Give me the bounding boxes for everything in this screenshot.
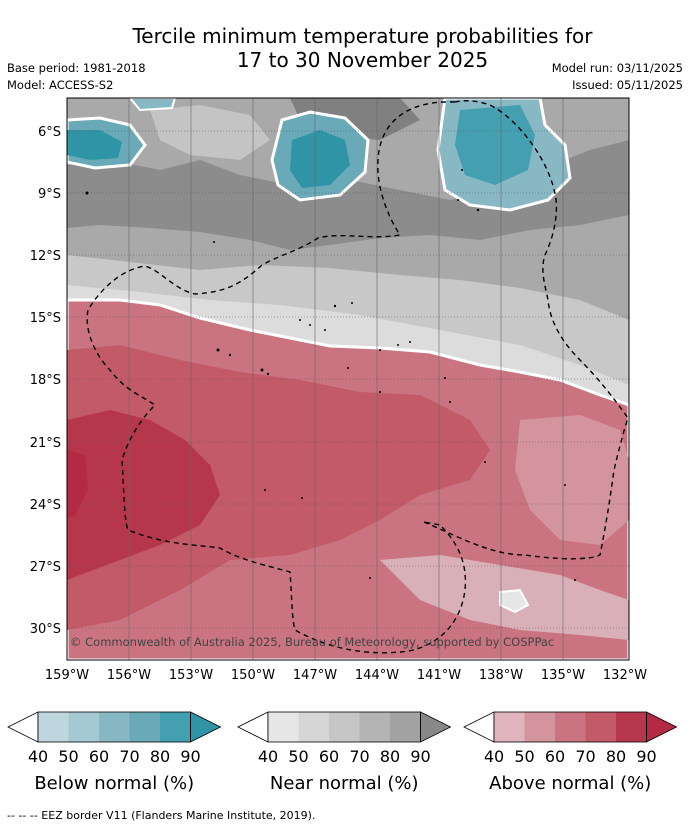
colorbar-tick-label: 80	[606, 747, 626, 766]
colorbar-segment	[524, 712, 555, 742]
colorbar-max-extension	[420, 711, 452, 743]
map-title-line-2: 17 to 30 November 2025	[236, 48, 489, 72]
colorbar-tick-label: 80	[150, 747, 170, 766]
lon-label: 135°W	[541, 668, 585, 683]
colorbar-title: Near normal (%)	[270, 773, 419, 794]
colorbar-tick-label: 40	[484, 747, 504, 766]
lat-label: 21°S	[30, 436, 61, 451]
colorbar-tick-label: 70	[349, 747, 369, 766]
colorbar-segment	[68, 712, 99, 742]
colorbar-min-extension	[7, 711, 39, 743]
lat-label: 24°S	[30, 498, 61, 513]
below-normal-core-west	[67, 130, 122, 160]
near-normal-light-north	[150, 105, 270, 160]
lat-label: 18°S	[30, 373, 61, 388]
eez-border-footnote: -- -- -- EEZ border V11 (Flanders Marine…	[7, 809, 316, 822]
longitude-labels: 159°W 156°W 153°W 150°W 147°W 144°W 141°…	[45, 668, 647, 683]
colorbar-segment	[160, 712, 191, 742]
colorbar-outline	[37, 711, 191, 743]
lon-label: 153°W	[169, 668, 213, 683]
eez-border-east	[423, 100, 629, 560]
lat-label: 30°S	[30, 622, 61, 637]
lat-label: 9°S	[38, 187, 61, 202]
colorbar-tick-label: 40	[258, 747, 278, 766]
lat-label: 6°S	[38, 125, 61, 140]
map-gridlines	[67, 130, 629, 629]
colorbar-segment	[390, 712, 421, 742]
colorbar-min-extension	[463, 711, 495, 743]
colorbar-title: Below normal (%)	[34, 773, 194, 794]
probability-field	[67, 98, 629, 660]
lon-label: 138°W	[479, 668, 523, 683]
colorbar-tick-label: 90	[180, 747, 200, 766]
map-meridians	[128, 98, 564, 660]
above-normal-90-core	[67, 450, 88, 518]
below-normal-core-east	[455, 105, 535, 185]
colorbar-tick-label: 60	[545, 747, 565, 766]
lon-label: 141°W	[417, 668, 461, 683]
colorbar-tick-label: 70	[575, 747, 595, 766]
colorbar-tick-label: 40	[28, 747, 48, 766]
colorbar-max-extension	[646, 711, 678, 743]
colorbar-below: 40 50 60 70 80 90 Below normal (%)	[7, 711, 222, 794]
colorbar-segment	[129, 712, 160, 742]
near-normal-dark-north	[67, 140, 629, 250]
colorbar-outline	[267, 711, 421, 743]
above-normal-80-band	[67, 410, 220, 580]
colorbar-tick-label: 70	[119, 747, 139, 766]
base-period-label: Base period: 1981-2018	[7, 61, 146, 75]
colorbar-tick-label: 90	[410, 747, 430, 766]
colorbar-tick-label: 50	[288, 747, 308, 766]
colorbar-outline	[493, 711, 647, 743]
colorbar-segment	[616, 712, 647, 742]
colorbar-max-extension	[190, 711, 222, 743]
lat-label: 12°S	[30, 249, 61, 264]
colorbar-tick-label: 90	[636, 747, 656, 766]
copyright-notice: © Commonwealth of Australia 2025, Bureau…	[70, 635, 554, 649]
issued-date-label: Issued: 05/11/2025	[572, 78, 683, 92]
colorbar-title: Above normal (%)	[489, 773, 651, 794]
colorbar-segment	[359, 712, 390, 742]
colorbar-min-extension	[237, 711, 269, 743]
lon-label: 150°W	[231, 668, 275, 683]
below-normal-core-center	[290, 130, 350, 188]
lon-label: 156°W	[107, 668, 151, 683]
colorbar-tick-label: 80	[380, 747, 400, 766]
map-title-line-1: Tercile minimum temperature probabilitie…	[132, 24, 593, 48]
lon-label: 147°W	[293, 668, 337, 683]
near-normal-lightest-band	[67, 285, 629, 405]
near-normal-small-patch	[499, 588, 530, 614]
colorbar-segment	[494, 712, 525, 742]
above-normal-light-east	[515, 415, 629, 545]
below-normal-patch-north	[128, 98, 177, 112]
colorbar-segment	[38, 712, 69, 742]
lat-label: 27°S	[30, 560, 61, 575]
colorbar-near: 40 50 60 70 80 90 Near normal (%)	[237, 711, 452, 794]
island-markers	[85, 169, 576, 581]
latitude-labels: 6°S 9°S 12°S 15°S 18°S 21°S 24°S 27°S 30…	[30, 125, 61, 637]
colorbar-segment	[555, 712, 586, 742]
lon-label: 144°W	[355, 668, 399, 683]
colorbar-tick-label: 60	[89, 747, 109, 766]
eez-border-lines	[86, 100, 629, 654]
lon-label: 132°W	[603, 668, 647, 683]
above-normal-70-band	[67, 345, 490, 630]
lon-label: 159°W	[45, 668, 89, 683]
colorbar-above: 40 50 60 70 80 90 Above normal (%)	[463, 711, 678, 794]
model-label: Model: ACCESS-S2	[7, 78, 114, 92]
colorbar-segment	[329, 712, 360, 742]
colorbar-segment	[99, 712, 130, 742]
colorbar-tick-label: 60	[319, 747, 339, 766]
lat-label: 15°S	[30, 311, 61, 326]
colorbar-tick-label: 50	[514, 747, 534, 766]
eez-border-kiribati	[86, 101, 467, 654]
colorbar-segment	[268, 712, 299, 742]
colorbar-segment	[298, 712, 329, 742]
model-run-label: Model run: 03/11/2025	[551, 61, 683, 75]
colorbar-segment	[585, 712, 616, 742]
colorbar-legends: 40 50 60 70 80 90 Below normal (%) 40 50 60 70 80 90…	[7, 711, 678, 794]
colorbar-tick-label: 50	[58, 747, 78, 766]
map-frame	[66, 97, 630, 661]
